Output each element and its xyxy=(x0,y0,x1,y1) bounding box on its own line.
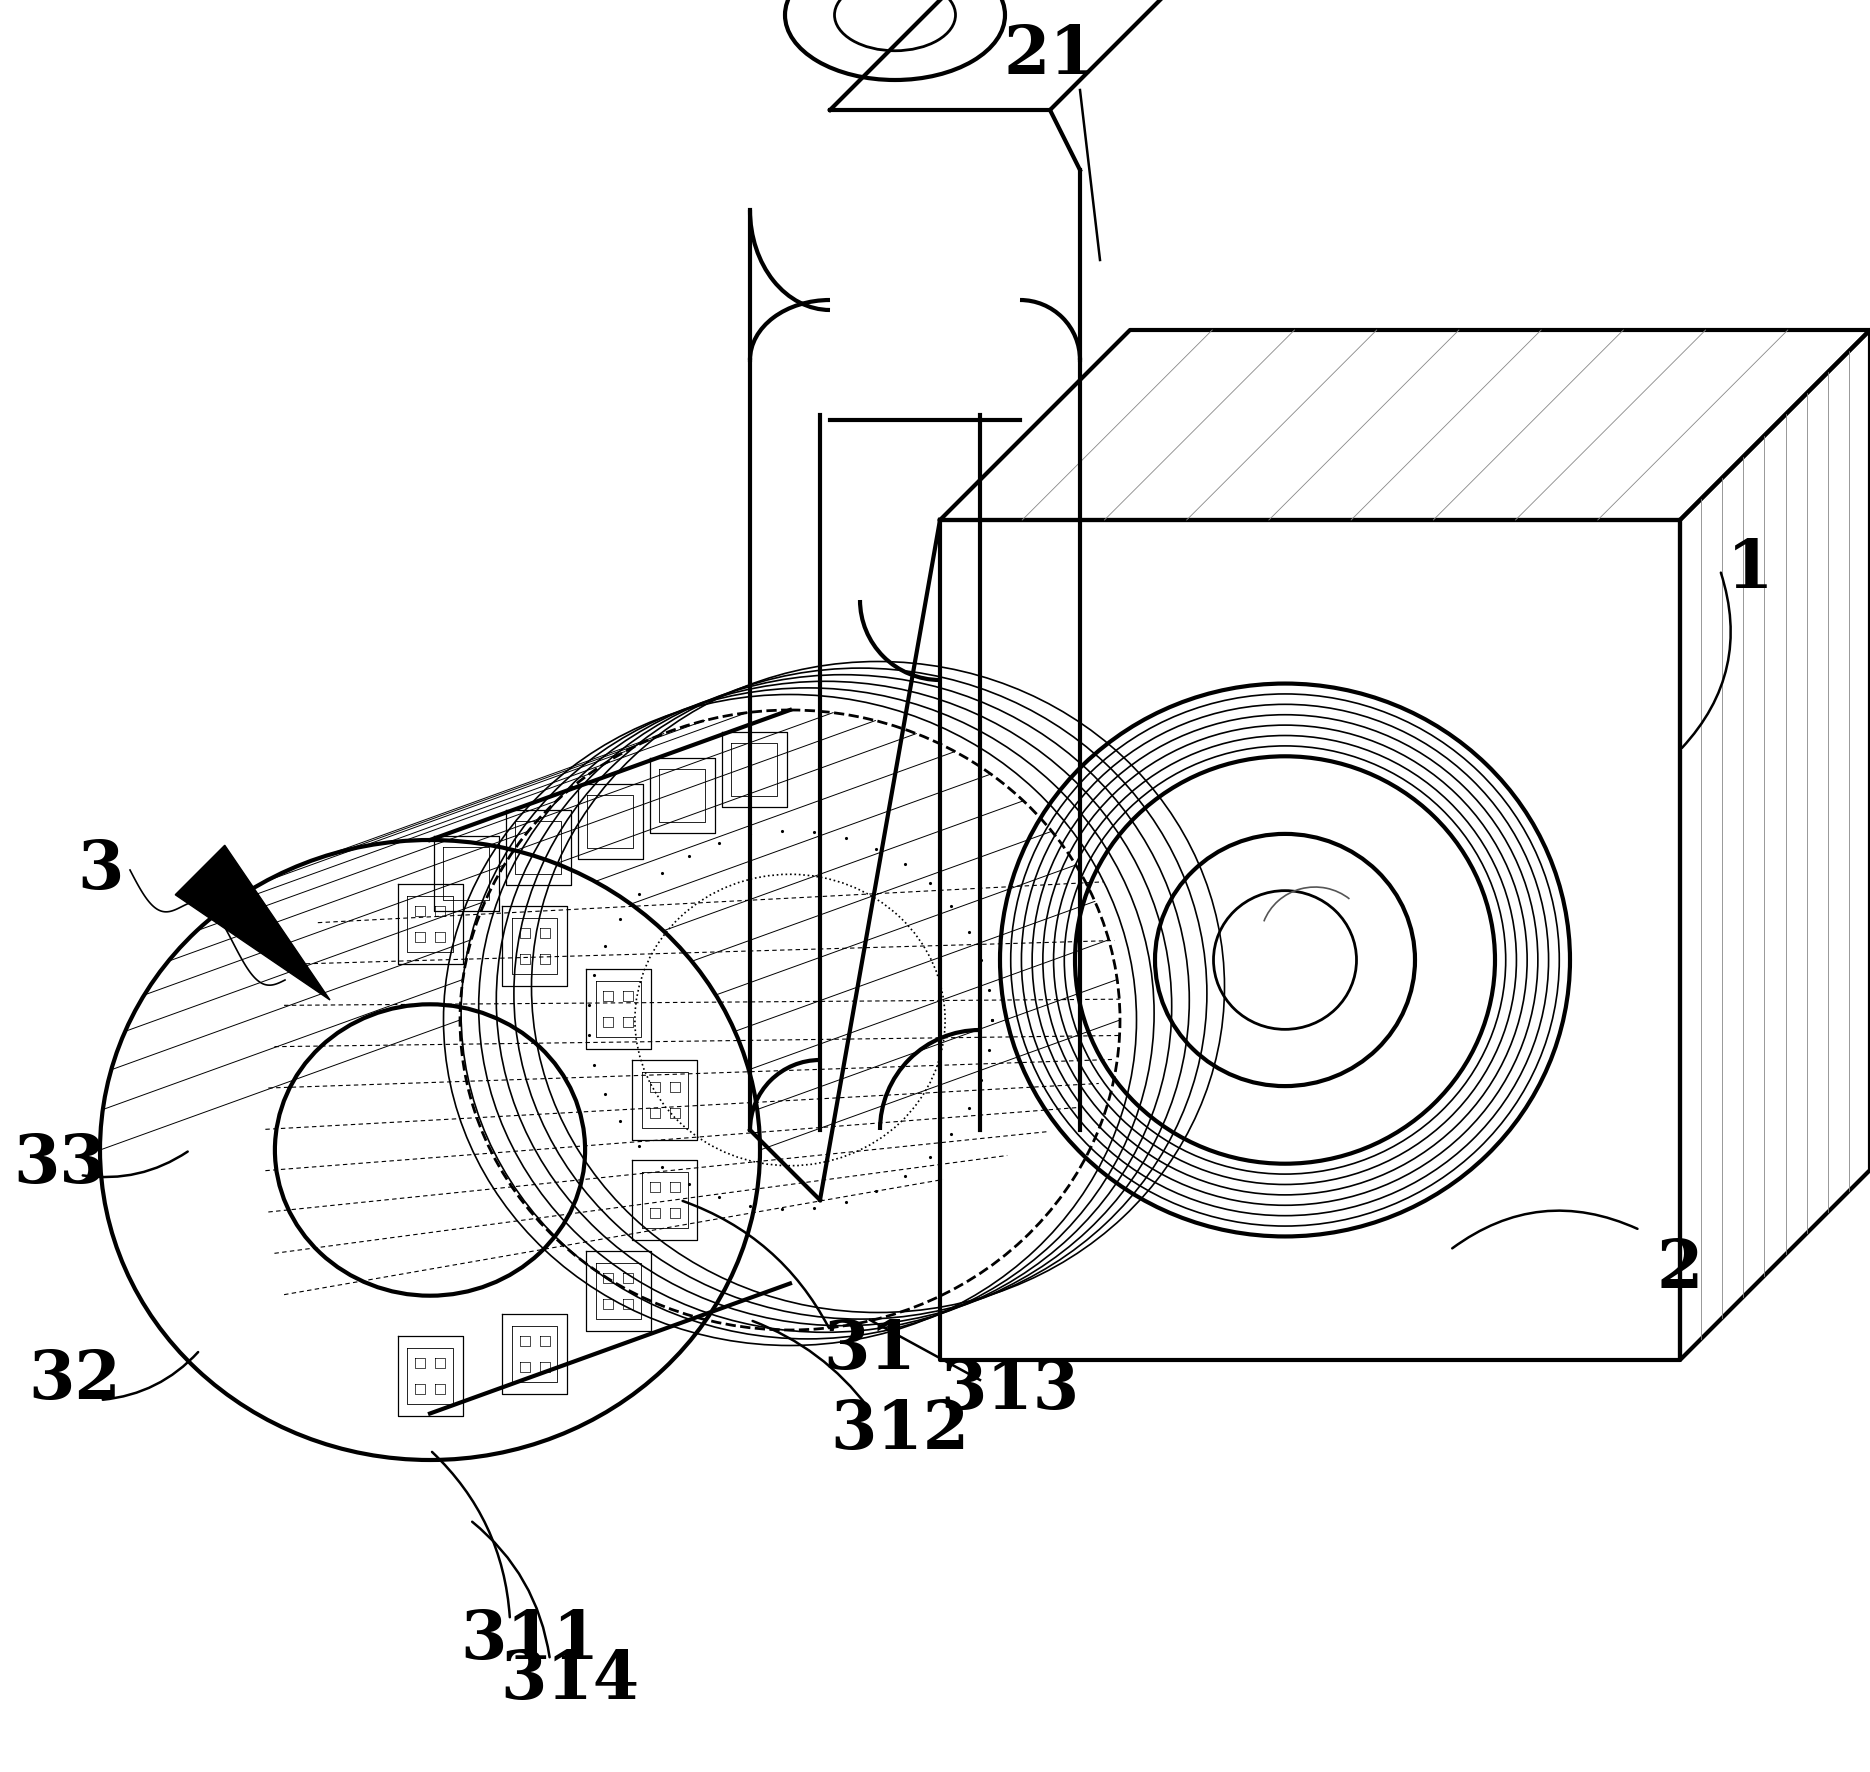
Text: 313: 313 xyxy=(941,1357,1079,1423)
Text: 314: 314 xyxy=(501,1648,640,1712)
Text: 3: 3 xyxy=(77,838,123,902)
Text: 1: 1 xyxy=(1726,537,1773,602)
Text: 21: 21 xyxy=(1004,23,1096,87)
Text: 33: 33 xyxy=(13,1132,107,1198)
Text: 2: 2 xyxy=(1657,1237,1704,1302)
Text: 31: 31 xyxy=(823,1318,916,1382)
Text: 312: 312 xyxy=(830,1398,969,1462)
Text: 32: 32 xyxy=(28,1347,122,1412)
Text: 311: 311 xyxy=(460,1607,600,1673)
Polygon shape xyxy=(176,845,329,999)
